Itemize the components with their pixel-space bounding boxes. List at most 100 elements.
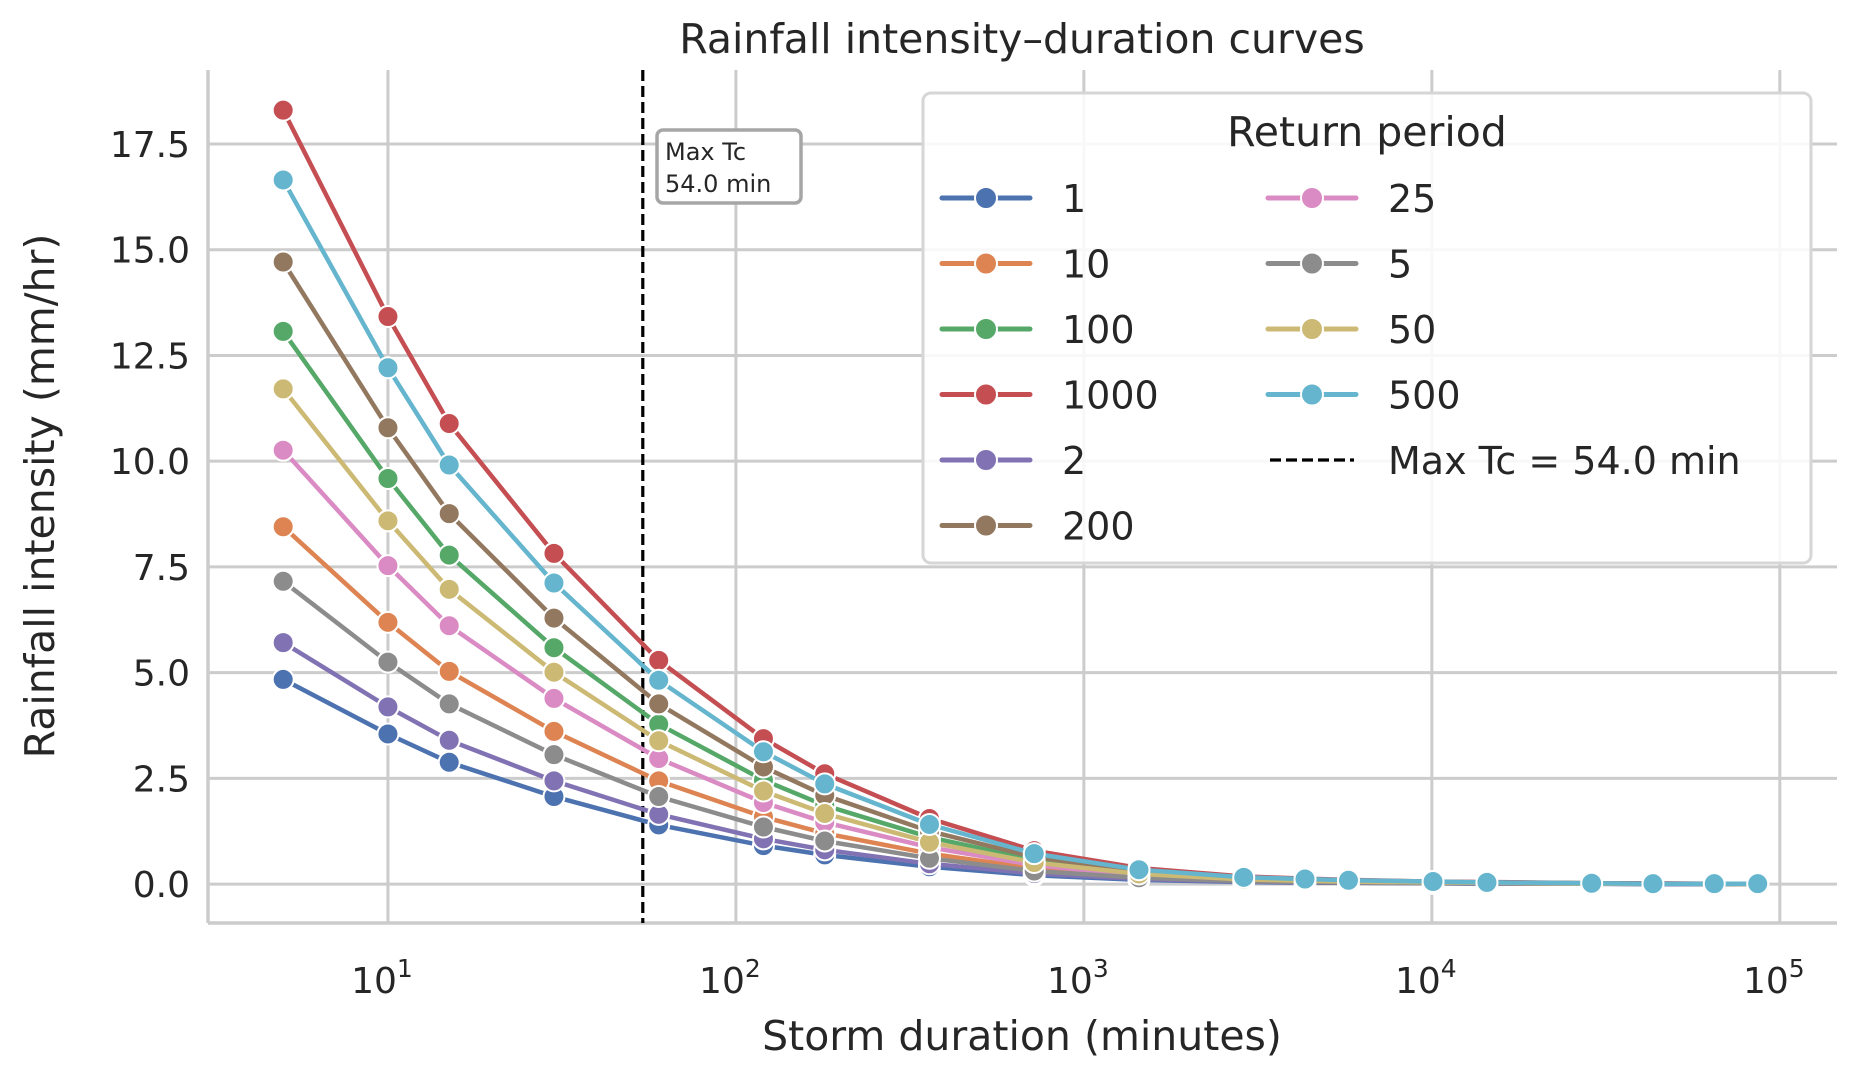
data-point [271,631,295,655]
legend-marker [974,382,998,407]
data-point [271,438,295,462]
data-point [542,571,566,595]
data-point [437,543,461,567]
data-point [813,772,837,796]
legend-marker [1300,317,1324,341]
data-point [542,636,566,660]
data-point [647,785,671,809]
legend-entry[interactable]: 2 [939,439,1086,483]
annotation-line-2: 54.0 min [665,170,771,198]
data-point [542,719,566,743]
legend-entry[interactable]: 500 [1265,374,1461,418]
y-tick-label: 12.5 [110,336,190,377]
legend-label: 10 [1062,243,1110,287]
data-point [271,377,295,401]
legend-label: 1000 [1062,374,1159,418]
data-point [437,453,461,477]
y-tick-label: 17.5 [110,125,190,166]
legend-label: 25 [1388,177,1436,221]
data-point [437,728,461,752]
data-point [271,168,295,192]
legend-entry[interactable]: 5 [1265,243,1412,287]
data-point [376,509,400,533]
data-point [1293,867,1317,891]
data-point [542,606,566,630]
data-point [376,650,400,674]
legend-entry[interactable]: 200 [939,505,1135,549]
legend-entry[interactable]: 50 [1265,308,1436,352]
legend-entry[interactable]: Max Tc = 54.0 min [1270,439,1741,483]
x-tick-label: 105 [1743,954,1805,1002]
legend-label: 1 [1062,177,1086,221]
data-point [647,668,671,692]
data-point [542,541,566,565]
data-point [542,660,566,684]
legend-marker [974,448,998,472]
legend-entry[interactable]: 100 [939,308,1135,352]
y-tick-label: 0.0 [133,865,190,906]
legend-marker [1300,382,1324,407]
data-point [437,750,461,774]
annotation-line-1: Max Tc [665,138,746,166]
x-tick-label: 104 [1395,954,1457,1002]
series [271,98,1770,896]
legend-label: 2 [1062,439,1086,483]
data-point [542,769,566,793]
max-tc-annotation: Max Tc 54.0 min [655,128,803,205]
data-point [1746,872,1770,896]
legend: Return period 1 10 100 1000 2 200 25 5 50 500 Max … [921,91,1813,565]
data-point [1641,872,1665,896]
data-point [437,412,461,436]
data-point [1022,842,1046,866]
y-tick-label: 7.5 [133,548,190,589]
data-point [1475,870,1499,894]
legend-entry[interactable]: 10 [939,243,1110,287]
data-point [376,610,400,634]
legend-marker [974,513,998,538]
data-point [376,356,400,380]
y-tick-label: 15.0 [110,231,190,272]
data-point [271,667,295,691]
annotation-box [655,128,803,205]
legend-entry[interactable]: 1000 [939,374,1159,418]
legend-label: 5 [1388,243,1412,287]
series-rp-500 [271,168,1770,896]
x-axis-label: Storm duration (minutes) [762,1012,1282,1060]
data-point [271,569,295,593]
legend-label: 500 [1388,374,1461,418]
x-tick-label: 103 [1047,954,1109,1002]
data-point [647,648,671,672]
legend-title: Return period [1227,108,1507,156]
data-point [647,692,671,716]
data-point [437,577,461,601]
data-point [437,614,461,638]
data-point [376,467,400,491]
data-point [437,692,461,716]
legend-label: 50 [1388,308,1436,352]
data-point [1580,871,1604,895]
data-point [271,515,295,539]
legend-entry[interactable]: 25 [1265,177,1436,221]
chart-title: Rainfall intensity–duration curves [679,15,1365,63]
data-point [376,722,400,746]
y-tick-label: 2.5 [133,759,190,800]
data-point [751,779,775,803]
data-point [1336,868,1360,892]
legend-marker [974,251,998,276]
data-point [751,740,775,764]
data-point [376,695,400,719]
data-point [647,729,671,753]
legend-entry[interactable]: 1 [939,177,1086,221]
data-point [437,502,461,526]
data-point [271,98,295,122]
legend-label: 200 [1062,505,1135,549]
legend-marker [1300,186,1324,210]
data-point [271,250,295,274]
data-point [1127,858,1151,882]
data-point [1702,872,1726,896]
data-point [376,416,400,440]
legend-marker [974,317,998,341]
legend-marker [974,186,998,210]
